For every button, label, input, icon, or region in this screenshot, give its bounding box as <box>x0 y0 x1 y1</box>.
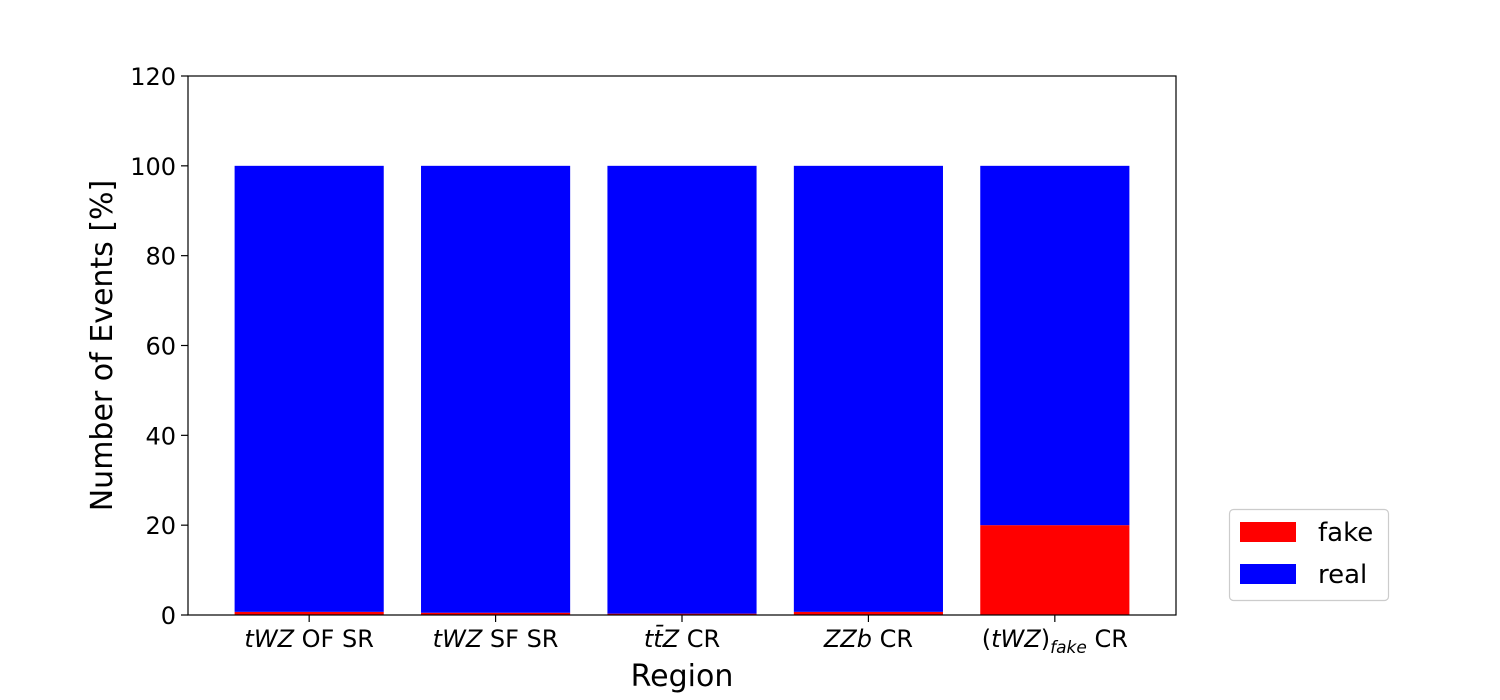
y-tick-label-2: 40 <box>145 422 176 450</box>
x-tick-label-2: tt̄Z CR <box>644 624 720 653</box>
bar-fake-0 <box>234 611 384 615</box>
bar-fake-1 <box>421 612 571 615</box>
y-axis: 0 20 40 60 80 100 120 <box>130 63 188 630</box>
y-tick-label-6: 120 <box>130 63 176 91</box>
y-tick-label-0: 0 <box>161 602 176 630</box>
y-tick-label-4: 80 <box>145 243 176 271</box>
y-tick-label-1: 20 <box>145 512 176 540</box>
x-tick-label-3: ZZb CR <box>823 625 913 653</box>
legend-swatch-real <box>1240 564 1296 584</box>
bar-real-3 <box>793 165 943 612</box>
bar-real-1 <box>421 165 571 613</box>
bars-layer <box>234 165 1130 615</box>
x-tick-label-4: (tWZ)fake CR <box>982 625 1128 658</box>
bar-fake-3 <box>793 611 943 615</box>
bar-real-0 <box>234 165 384 612</box>
legend-label-real: real <box>1318 560 1367 590</box>
x-tick-label-1: tWZ SF SR <box>433 625 559 653</box>
legend-label-fake: fake <box>1318 518 1373 548</box>
legend-swatch-fake <box>1240 522 1296 542</box>
x-tick-label-0: tWZ OF SR <box>244 625 373 653</box>
x-axis: tWZ OF SR tWZ SF SR tt̄Z CR ZZb CR (tWZ)fake… <box>244 615 1128 658</box>
bar-fake-4 <box>980 525 1130 615</box>
bar-real-2 <box>607 165 757 614</box>
legend: fake real <box>1228 508 1390 602</box>
bar-fake-2 <box>607 613 757 615</box>
bar-real-4 <box>980 165 1130 526</box>
y-tick-label-5: 100 <box>130 153 176 181</box>
y-axis-label: Number of Events [%] <box>85 180 120 512</box>
x-axis-label: Region <box>631 659 734 694</box>
y-tick-label-3: 60 <box>145 333 176 361</box>
